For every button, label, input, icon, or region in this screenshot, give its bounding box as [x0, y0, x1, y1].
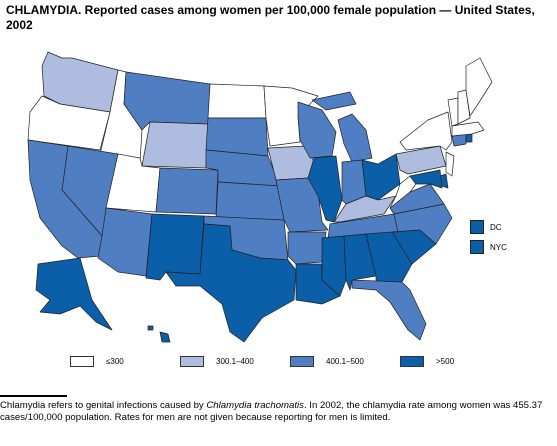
legend-label: >500 [436, 357, 455, 366]
legend-swatch [290, 356, 314, 367]
footnote-part1: Chlamydia refers to genital infections c… [0, 400, 207, 411]
legend-swatch [180, 356, 204, 367]
state-south-dakota [205, 117, 269, 157]
state-maryland [409, 169, 443, 189]
state-north-dakota [207, 83, 267, 119]
state-michigan [337, 113, 373, 163]
legend-swatch [70, 356, 94, 367]
state-maine [465, 57, 493, 117]
state-hawaii [159, 331, 171, 343]
state-hawaii-islands [147, 325, 154, 331]
footnote-organism: Chlamydia trachomatis [206, 400, 304, 411]
state-new-jersey [445, 151, 455, 177]
legend-item: 400.1–500 [290, 356, 364, 367]
inset-dc-swatch [470, 220, 484, 234]
state-new-york [399, 111, 453, 151]
state-kansas [215, 181, 285, 221]
footnote-rule [0, 395, 67, 397]
state-pennsylvania [395, 145, 447, 175]
state-wyoming [141, 121, 209, 169]
state-kentucky [333, 195, 397, 223]
legend-label: ≤300 [106, 357, 124, 366]
state-alaska [35, 257, 113, 331]
legend-item: ≤300 [70, 356, 124, 367]
state-colorado [155, 167, 219, 215]
map-title: CHLAMYDIA. Reported cases among women pe… [6, 3, 535, 32]
state-massachusetts [451, 121, 485, 137]
state-oregon [27, 95, 111, 151]
inset-nyc-swatch [470, 240, 484, 254]
state-michigan-up [311, 91, 357, 111]
state-california [27, 139, 103, 259]
state-illinois [307, 155, 343, 223]
state-arkansas [287, 231, 327, 265]
state-north-carolina [391, 203, 453, 245]
footnote-part2: . In 2002, the chlamydia rate among wome… [0, 400, 543, 423]
inset-nyc-label: NYC [490, 242, 507, 252]
inset-dc-label: DC [490, 222, 502, 232]
rate-legend: ≤300 300.1–400 400.1–500 >500 [70, 356, 530, 372]
inset-legend: DC NYC [470, 217, 507, 257]
state-ohio [361, 153, 401, 201]
state-arizona [97, 207, 153, 277]
state-montana [123, 71, 211, 131]
legend-item: >500 [400, 356, 454, 367]
legend-label: 400.1–500 [326, 357, 364, 366]
inset-nyc: NYC [470, 237, 507, 257]
state-florida [351, 279, 427, 341]
legend-swatch [400, 356, 424, 367]
state-wisconsin [297, 101, 337, 159]
inset-dc: DC [470, 217, 507, 237]
state-new-mexico [145, 213, 205, 281]
footnote: Chlamydia refers to genital infections c… [0, 400, 550, 424]
legend-label: 300.1–400 [216, 357, 254, 366]
legend-item: 300.1–400 [180, 356, 254, 367]
state-rhode-island [465, 133, 473, 143]
state-texas [165, 223, 297, 343]
us-choropleth-map [27, 51, 493, 343]
